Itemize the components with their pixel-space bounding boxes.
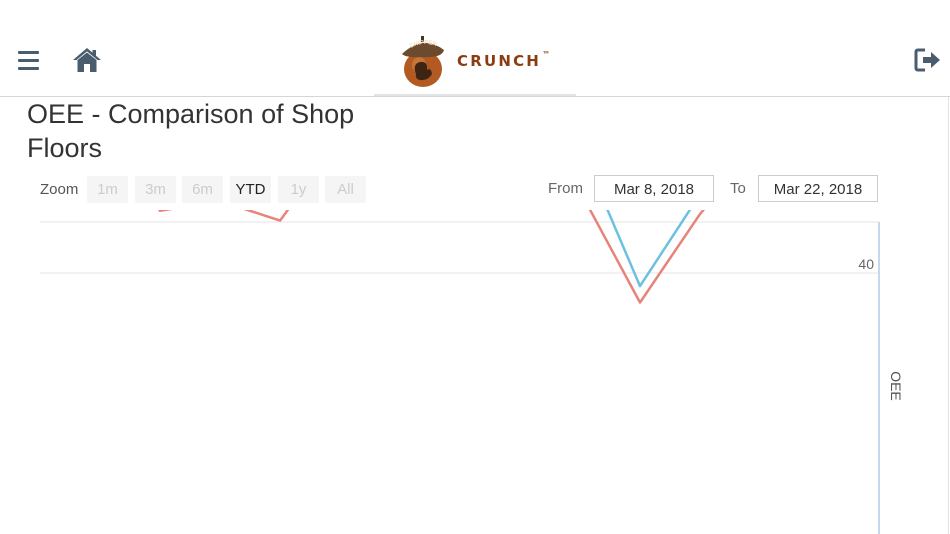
from-label: From — [548, 180, 583, 197]
brand-text: CRUNCH — [457, 52, 542, 70]
data-point — [517, 210, 523, 211]
zoom-3m-button[interactable]: 3m — [135, 176, 176, 203]
zoom-all-button[interactable]: All — [325, 176, 366, 203]
zoom-label: Zoom — [40, 181, 79, 198]
grid-lines — [40, 221, 879, 274]
zoom-1y-button[interactable]: 1y — [278, 176, 319, 203]
zoom-1m-button[interactable]: 1m — [87, 176, 128, 203]
sign-out-icon[interactable] — [914, 48, 942, 72]
data-point — [637, 300, 643, 306]
oee-line-chart: OEE 406080100 — [40, 210, 904, 534]
to-date-input[interactable]: Mar 22, 2018 — [758, 175, 878, 202]
chipper-logo: CHIPPER — [402, 36, 444, 87]
y-axis: OEE 406080100 — [858, 222, 904, 534]
to-label: To — [730, 180, 746, 197]
svg-text:CHIPPER: CHIPPER — [409, 40, 438, 50]
brand-name: CRUNCH™ — [457, 50, 550, 70]
top-bar: CHIPPER CRUNCH™ — [0, 0, 950, 96]
data-point — [277, 218, 283, 224]
data-point — [157, 210, 163, 214]
zoom-ytd-button[interactable]: YTD — [230, 176, 271, 203]
series-lines — [157, 210, 706, 306]
zoom-6m-button[interactable]: 6m — [182, 176, 223, 203]
home-icon[interactable] — [72, 46, 102, 74]
y-axis-label: OEE — [888, 371, 904, 401]
logo-cap-text: CHIPPER — [409, 40, 438, 50]
logo-underline — [374, 94, 576, 96]
from-date-input[interactable]: Mar 8, 2018 — [594, 175, 714, 202]
y-tick-label: 40 — [858, 256, 874, 272]
header-divider — [0, 96, 950, 97]
data-point — [697, 211, 703, 217]
panel-edge — [948, 97, 949, 534]
hamburger-menu-icon[interactable] — [18, 50, 40, 70]
page-title: OEE - Comparison of Shop Floors — [27, 99, 355, 163]
series-line-2 — [606, 210, 692, 288]
series-line-1 — [158, 210, 706, 304]
trademark-symbol: ™ — [542, 50, 551, 59]
data-point — [637, 283, 643, 289]
